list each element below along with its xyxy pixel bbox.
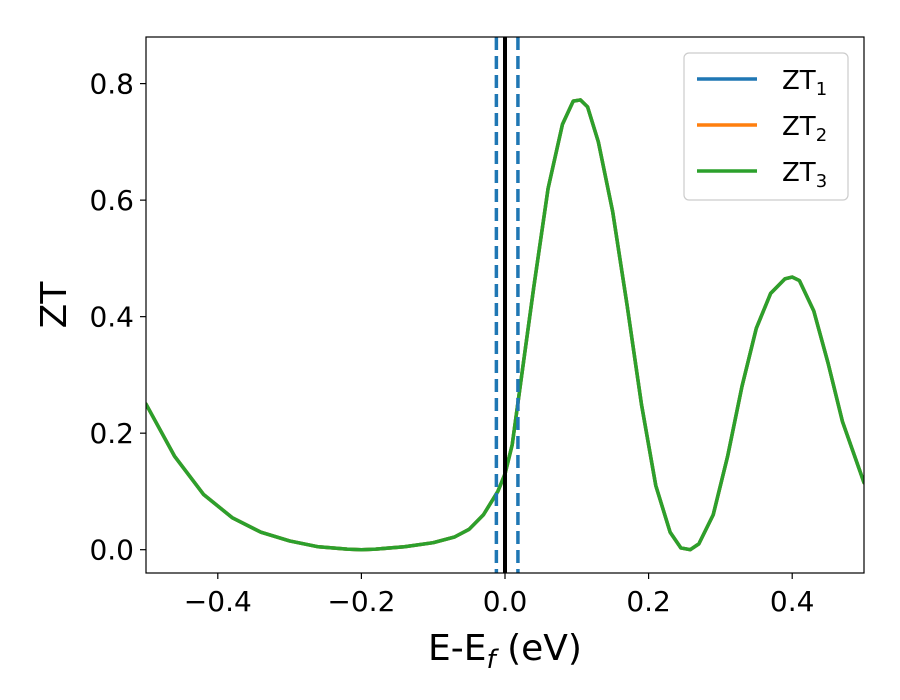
x-tick-label: 0.2 <box>626 585 671 618</box>
series-line-ZT3 <box>146 98 864 552</box>
x-axis-label: E-Ef (eV) <box>428 628 582 675</box>
x-tick-label: −0.2 <box>327 585 395 618</box>
y-tick-label: 0.4 <box>89 301 134 334</box>
y-tick-label: 0.8 <box>89 68 134 101</box>
y-tick-label: 0.2 <box>89 417 134 450</box>
x-tick-label: −0.4 <box>184 585 252 618</box>
y-tick-label: 0.0 <box>89 534 134 567</box>
x-tick-label: 0.4 <box>770 585 815 618</box>
y-tick-label: 0.6 <box>89 184 134 217</box>
legend-label-ZT1: ZT1 <box>782 66 827 100</box>
legend: ZT1 ZT2 ZT3 <box>683 52 849 201</box>
legend-box <box>683 52 849 201</box>
y-axis-label: ZT <box>34 281 75 329</box>
plot-area <box>146 37 864 573</box>
legend-label-ZT3: ZT3 <box>782 158 827 192</box>
x-tick-label: 0.0 <box>483 585 528 618</box>
legend-label-ZT2: ZT2 <box>782 112 827 146</box>
